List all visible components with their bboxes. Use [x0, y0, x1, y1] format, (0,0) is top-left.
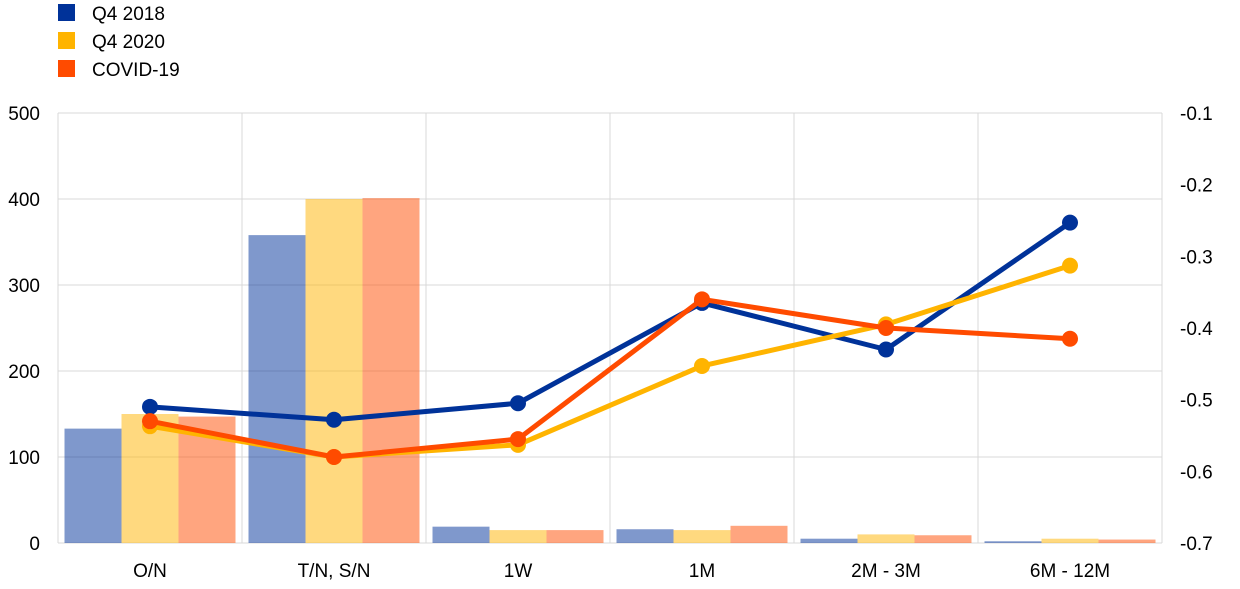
data-point	[1062, 330, 1078, 347]
right-tick-label: -0.2	[1180, 176, 1213, 197]
category-label: O/N	[133, 561, 167, 582]
left-tick-label: 300	[8, 276, 40, 297]
data-point	[878, 341, 894, 358]
data-point	[510, 431, 526, 448]
data-point	[694, 291, 710, 308]
bar	[673, 530, 731, 543]
data-point	[510, 395, 526, 412]
bar	[857, 534, 915, 543]
category-label: 1M	[689, 561, 715, 582]
data-point	[142, 398, 158, 415]
legend-label: Q4 2020	[92, 32, 165, 53]
lines	[142, 214, 1078, 465]
category-label: 6M - 12M	[1030, 561, 1110, 582]
grid	[57, 112, 1163, 544]
right-tick-label: -0.1	[1180, 104, 1213, 125]
bar	[914, 535, 972, 543]
bar	[1098, 539, 1156, 543]
bar	[362, 198, 420, 543]
bar	[489, 530, 547, 543]
legend-label: COVID-19	[92, 60, 180, 81]
data-point	[1062, 257, 1078, 274]
right-tick-label: -0.7	[1180, 534, 1213, 555]
left-tick-label: 200	[8, 362, 40, 383]
category-label: 2M - 3M	[851, 561, 921, 582]
data-point	[1062, 214, 1078, 231]
right-tick-label: -0.4	[1180, 319, 1213, 340]
data-point	[142, 413, 158, 430]
bar	[984, 541, 1042, 543]
category-label: 1W	[504, 561, 533, 582]
bar	[546, 530, 604, 543]
bar	[616, 529, 674, 543]
legend-label: Q4 2018	[92, 4, 165, 25]
right-tick-label: -0.3	[1180, 247, 1213, 268]
bar	[730, 525, 788, 543]
bars	[64, 198, 1156, 543]
right-tick-label: -0.6	[1180, 462, 1213, 483]
data-point	[326, 449, 342, 465]
legend: Q4 2018 Q4 2020 COVID-19	[58, 4, 180, 81]
series-line	[149, 296, 1071, 460]
left-tick-label: 0	[29, 534, 40, 555]
left-tick-label: 100	[8, 448, 40, 469]
bar	[305, 199, 363, 543]
data-point	[694, 357, 710, 374]
data-point	[878, 320, 894, 336]
left-tick-label: 400	[8, 190, 40, 211]
legend-swatch	[58, 60, 75, 77]
legend-swatch	[58, 4, 75, 21]
bar	[1041, 538, 1099, 543]
legend-swatch	[58, 32, 75, 49]
bar	[800, 538, 858, 543]
axes: 0 100 200 300 400 500 -0.7 -0.6 -0.5 -0.4 -0.3 -0.2…	[8, 104, 1213, 582]
left-tick-label: 500	[8, 104, 40, 125]
right-tick-label: -0.5	[1180, 391, 1213, 412]
bar	[64, 428, 122, 543]
data-point	[326, 411, 342, 428]
category-label: T/N, S/N	[298, 561, 371, 582]
bar	[248, 235, 306, 543]
bar	[432, 526, 490, 543]
bar	[121, 414, 179, 543]
